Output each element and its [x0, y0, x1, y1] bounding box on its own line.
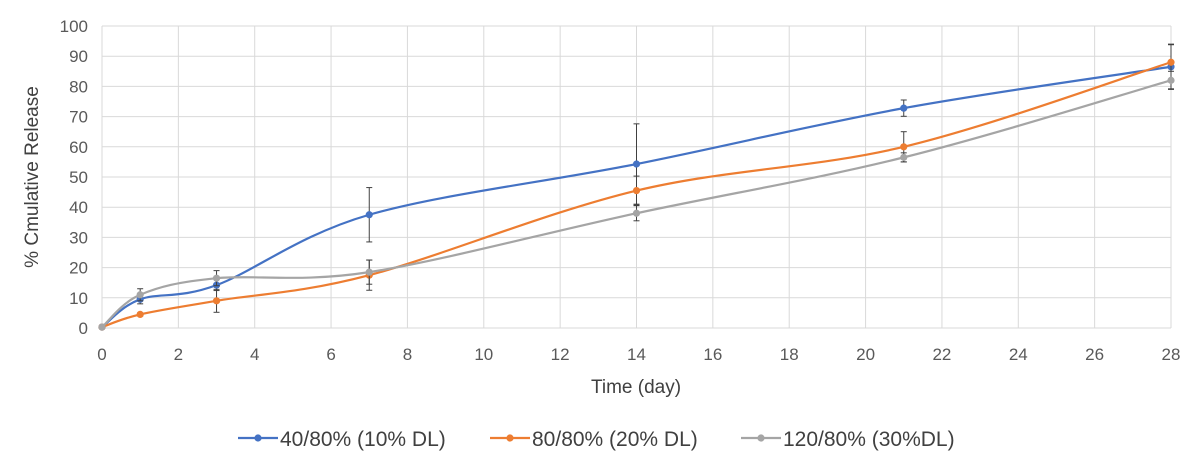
y-tick-label: 0	[79, 319, 88, 338]
data-point	[212, 297, 221, 305]
x-tick-label: 20	[856, 345, 875, 364]
x-axis-label: Time (day)	[591, 377, 681, 398]
x-tick-label: 2	[174, 345, 183, 364]
y-tick-label: 40	[69, 198, 88, 217]
data-point	[1167, 58, 1175, 66]
data-point	[98, 323, 106, 331]
x-tick-label: 6	[326, 345, 335, 364]
data-point	[1167, 76, 1175, 84]
y-tick-label: 90	[69, 47, 88, 66]
series-3	[98, 70, 1175, 331]
data-point	[136, 310, 144, 319]
y-tick-label: 100	[60, 17, 88, 36]
y-tick-label: 10	[69, 289, 88, 308]
legend-item: 40/80% (10% DL)	[238, 428, 446, 451]
data-point	[365, 268, 373, 276]
legend-swatch-marker	[757, 434, 765, 442]
x-tick-label: 24	[1009, 345, 1028, 364]
legend-item: 80/80% (20% DL)	[490, 428, 698, 451]
legend: 40/80% (10% DL) 80/80% (20% DL) 120/80% (3…	[238, 428, 955, 451]
y-axis-ticks: 0 10 20 30 40 50 60 70 80 90 100	[60, 17, 88, 338]
x-tick-label: 28	[1162, 345, 1181, 364]
x-tick-label: 18	[780, 345, 799, 364]
y-tick-label: 50	[69, 168, 88, 187]
data-point	[365, 211, 373, 219]
legend-swatch-marker	[254, 434, 262, 442]
series-line	[101, 79, 1172, 328]
y-tick-label: 20	[69, 259, 88, 278]
x-tick-label: 14	[627, 345, 646, 364]
x-tick-label: 4	[250, 345, 259, 364]
plot-area	[98, 43, 1175, 331]
x-tick-label: 10	[474, 345, 493, 364]
data-point	[900, 153, 908, 161]
x-tick-label: 16	[703, 345, 722, 364]
data-point	[136, 291, 144, 299]
legend-item: 120/80% (30%DL)	[741, 428, 955, 451]
data-point	[212, 274, 221, 282]
y-tick-label: 60	[69, 138, 88, 157]
data-point	[900, 143, 908, 151]
x-axis-ticks: 0 2 4 6 8 10 12 14 16 18 20 22 24 26 28	[97, 345, 1180, 364]
data-point	[632, 209, 641, 217]
y-axis-label: % Cmulative Release	[22, 86, 43, 268]
legend-label: 80/80% (20% DL)	[532, 428, 698, 451]
data-point	[632, 160, 641, 168]
legend-swatch-marker	[506, 434, 514, 442]
x-tick-label: 8	[403, 345, 412, 364]
series-line	[101, 61, 1172, 329]
x-tick-label: 26	[1085, 345, 1104, 364]
y-tick-label: 80	[69, 77, 88, 96]
y-tick-label: 30	[69, 228, 88, 247]
legend-label: 40/80% (10% DL)	[280, 428, 446, 451]
x-tick-label: 12	[551, 345, 570, 364]
y-tick-label: 70	[69, 108, 88, 127]
x-tick-label: 22	[932, 345, 951, 364]
legend-label: 120/80% (30%DL)	[783, 428, 955, 451]
x-tick-label: 0	[97, 345, 106, 364]
series-line	[101, 65, 1172, 328]
data-point	[900, 104, 908, 112]
data-point	[632, 186, 641, 195]
